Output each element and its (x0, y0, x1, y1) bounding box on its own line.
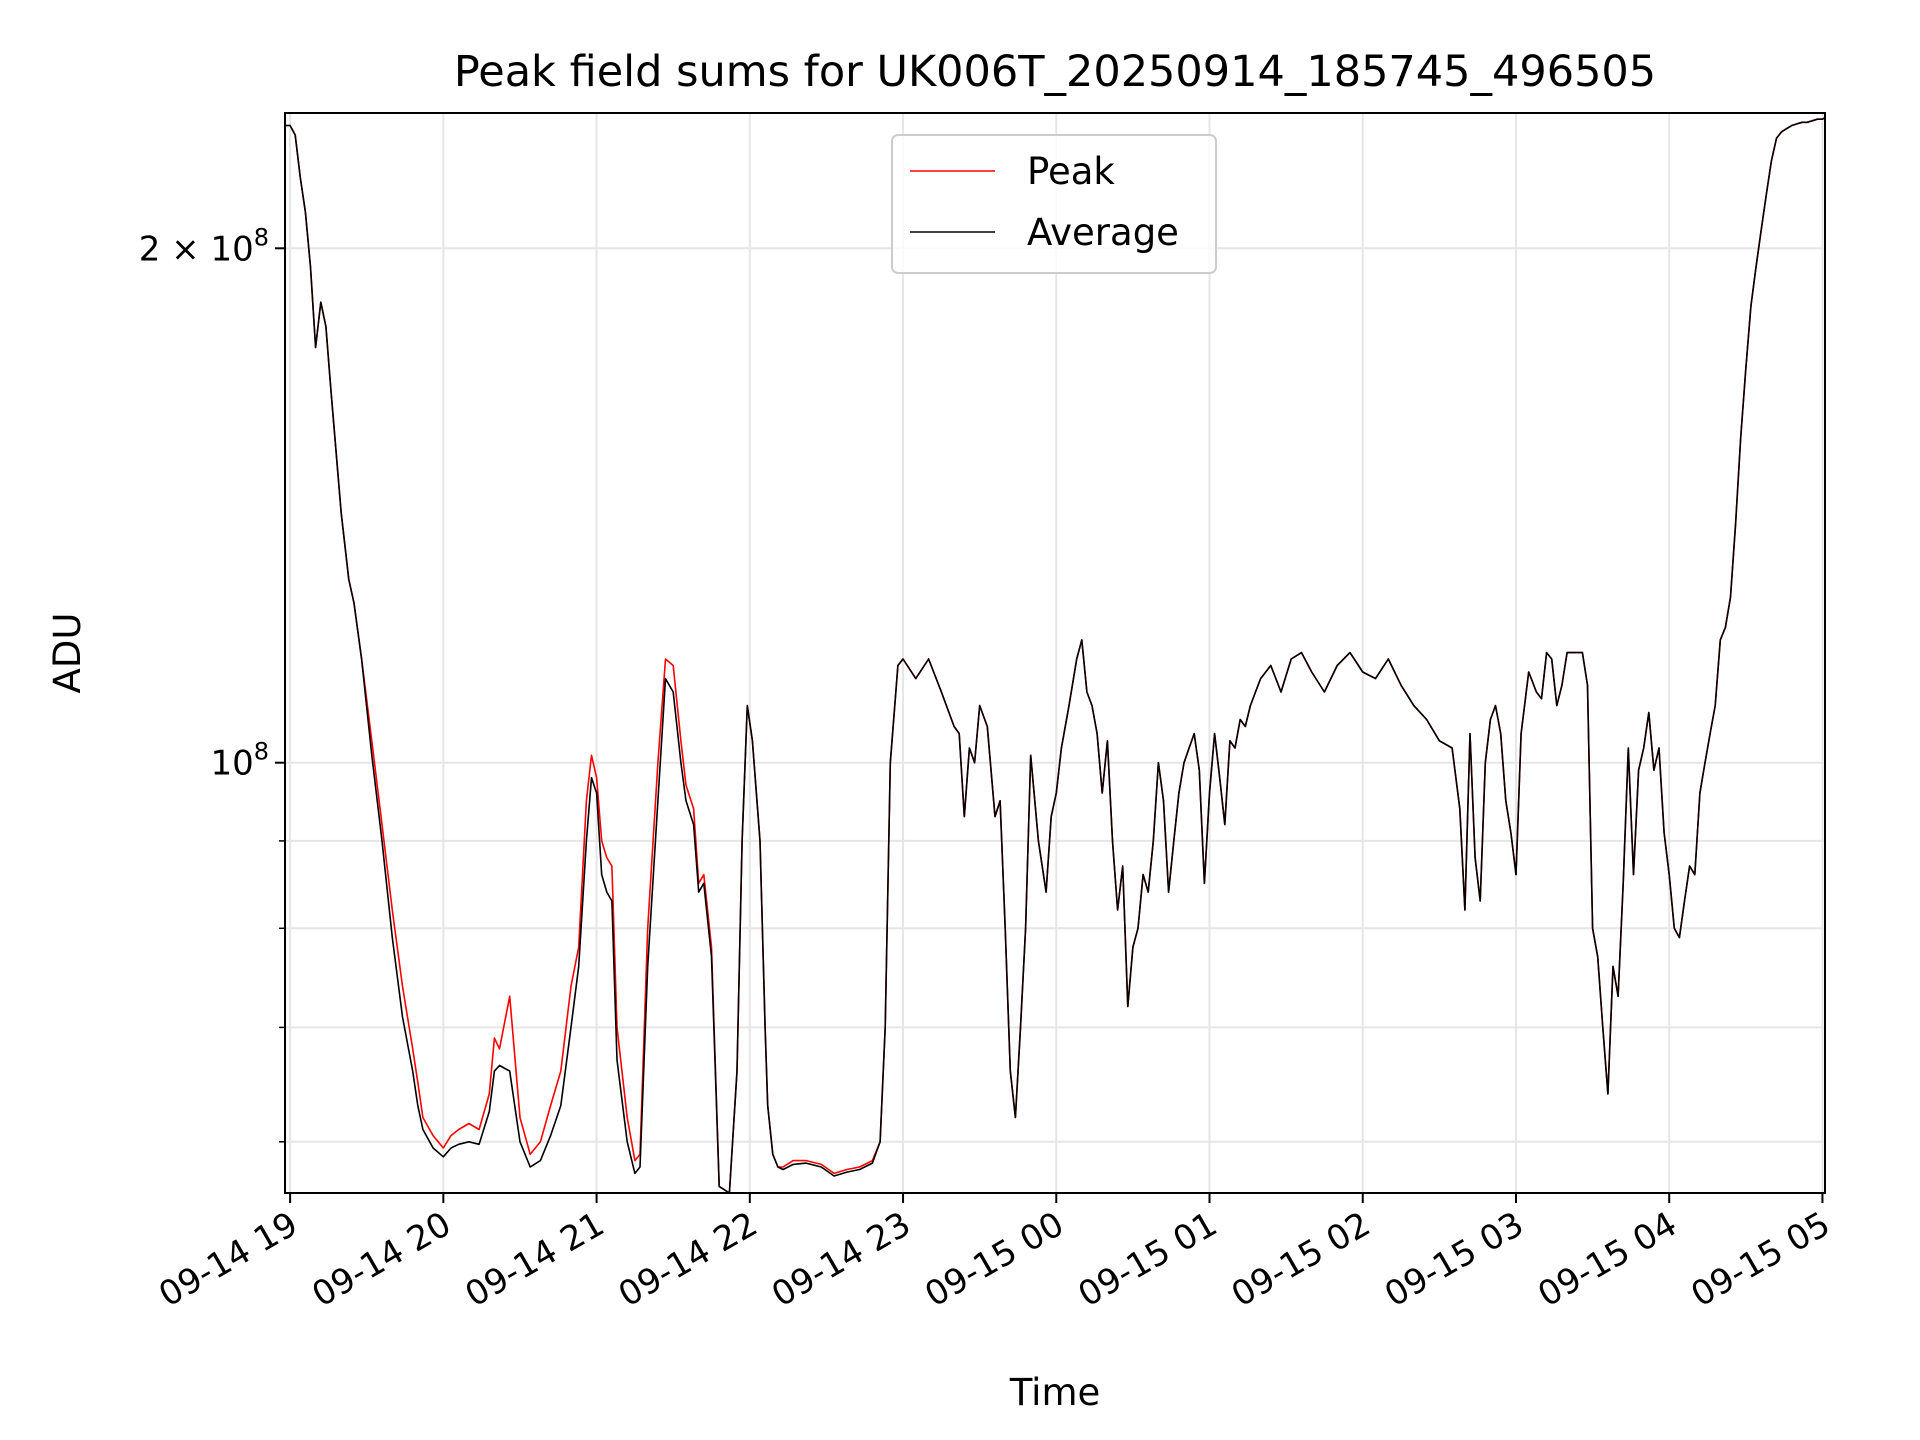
y-tick-mantissa: 10 (210, 744, 253, 784)
series-line-average (285, 117, 1826, 1194)
grid (285, 113, 1825, 1193)
plot-frame (284, 112, 1826, 1194)
legend-box (891, 134, 1217, 274)
y-axis-label: ADU (46, 613, 89, 694)
legend-average-label: Average (1027, 211, 1179, 254)
chart-title: Peak field sums for UK006T_20250914_1857… (454, 47, 1656, 97)
y-tick-exponent: 8 (254, 738, 269, 766)
y-tick-exponent: 8 (254, 223, 269, 251)
y-tick-label: 108 (210, 738, 269, 784)
legend-peak-label: Peak (1027, 150, 1115, 193)
y-tick-label: 2 × 108 (139, 223, 269, 269)
legend: Peak Average (891, 134, 1217, 274)
x-axis-label: Time (1009, 1371, 1101, 1414)
y-tick-mantissa: 2 × 10 (139, 229, 254, 269)
series-layer (285, 117, 1826, 1194)
